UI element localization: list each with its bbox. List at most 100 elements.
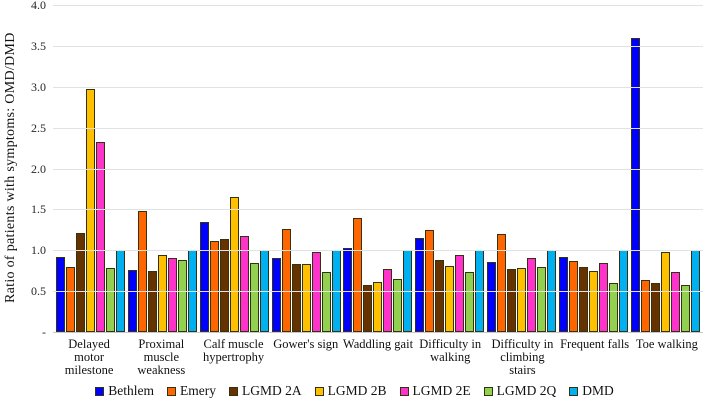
x-axis-label: Difficulty in walking xyxy=(419,337,482,364)
x-axis-labels: Delayed motor milestone Proximal muscle w… xyxy=(53,338,703,377)
bar-lgmd-2b xyxy=(588,271,598,332)
bar-lgmd-2a xyxy=(219,239,229,332)
legend-swatch-lgmd-2e xyxy=(399,386,409,396)
y-tick-label: 2.5 xyxy=(31,120,46,135)
bar-lgmd-2a xyxy=(363,285,373,332)
legend-item-lgmd-2q: LGMD 2Q xyxy=(483,383,557,399)
gridline xyxy=(53,250,703,252)
legend-label: Bethlem xyxy=(108,383,154,398)
legend-label: LGMD 2B xyxy=(327,383,387,398)
bar-bethlem xyxy=(343,248,353,332)
legend-swatch-bethlem xyxy=(95,386,105,396)
legend-item-bethlem: Bethlem xyxy=(95,383,154,399)
bar-lgmd-2e xyxy=(168,258,178,332)
bar-lgmd-2b xyxy=(373,282,383,332)
legend: Bethlem Emery LGMD 2A LGMD 2B LGMD 2E LGMD 2Q… xyxy=(0,383,709,399)
bar-group xyxy=(630,38,700,332)
bar-lgmd-2b xyxy=(445,266,455,332)
bar-lgmd-2e xyxy=(96,142,106,332)
y-axis-title: Ratio of patients with symptoms: OMD/DMD xyxy=(3,32,18,303)
bar-lgmd-2q xyxy=(680,285,690,332)
bar-lgmd-2b xyxy=(516,268,526,332)
bar-lgmd-2q xyxy=(106,268,116,332)
bar-groups xyxy=(53,5,703,332)
y-tick-label: 1.5 xyxy=(31,202,46,217)
y-tick-label: 0.5 xyxy=(31,284,46,299)
y-tick-label: 3.0 xyxy=(31,79,46,94)
legend-item-lgmd-2b: LGMD 2B xyxy=(314,383,387,399)
bar-lgmd-2e xyxy=(239,236,249,332)
bar-group xyxy=(128,211,198,332)
x-axis-label: Waddling gait xyxy=(342,337,414,351)
gridline xyxy=(53,168,703,170)
gridline xyxy=(53,5,703,6)
bar-lgmd-2e xyxy=(383,269,393,332)
bar-emery xyxy=(640,280,650,332)
bar-lgmd-2e xyxy=(598,263,608,332)
bar-bethlem xyxy=(128,270,138,332)
legend-item-lgmd-2e: LGMD 2E xyxy=(399,383,471,399)
bar-lgmd-2b xyxy=(229,197,239,332)
bar-lgmd-2b xyxy=(158,255,168,332)
bar-group xyxy=(271,229,341,332)
bar-emery xyxy=(568,261,578,332)
bar-lgmd-2b xyxy=(86,89,96,332)
bar-emery xyxy=(281,229,291,332)
legend-label: Emery xyxy=(179,383,216,398)
plot-area: 4.0 3.5 3.0 2.5 2.0 1.5 1.0 0.5 - xyxy=(31,0,703,339)
x-axis-label: Frequent falls xyxy=(560,337,630,351)
gridline xyxy=(53,291,703,293)
bar-bethlem xyxy=(558,257,568,332)
bar-lgmd-2a xyxy=(148,271,158,332)
y-tick-label: 4.0 xyxy=(31,0,46,12)
legend-label: DMD xyxy=(582,383,614,398)
legend-swatch-lgmd-2b xyxy=(314,386,324,396)
bar-lgmd-2e xyxy=(670,272,680,332)
bar-lgmd-2a xyxy=(291,264,301,332)
bar-bethlem xyxy=(486,262,496,332)
bar-emery xyxy=(353,218,363,332)
bar-lgmd-2q xyxy=(393,279,403,332)
legend-label: LGMD 2A xyxy=(241,383,302,398)
bar-lgmd-2a xyxy=(506,269,516,332)
bar-group xyxy=(199,197,269,332)
bar-bethlem xyxy=(415,238,425,332)
legend-item-emery: Emery xyxy=(166,383,216,399)
legend-item-dmd: DMD xyxy=(569,383,614,399)
legend-item-lgmd-2a: LGMD 2A xyxy=(228,383,302,399)
gridline xyxy=(53,209,703,211)
gridline xyxy=(53,45,703,47)
bar-emery xyxy=(425,230,435,332)
bar-lgmd-2e xyxy=(526,258,536,332)
bar-lgmd-2a xyxy=(578,267,588,332)
bar-group xyxy=(343,218,413,332)
bar-lgmd-2q xyxy=(608,283,618,332)
bar-bethlem xyxy=(199,222,209,332)
y-tick-label: 2.0 xyxy=(31,161,46,176)
bar-emery xyxy=(138,211,148,332)
legend-swatch-emery xyxy=(166,386,176,396)
bar-lgmd-2q xyxy=(249,263,259,332)
bar-group xyxy=(56,89,126,332)
bar-lgmd-2a xyxy=(650,283,660,332)
bar-lgmd-2q xyxy=(321,272,331,332)
bar-emery xyxy=(209,241,219,332)
y-tick-label: 1.0 xyxy=(31,243,46,258)
y-tick-label: 3.5 xyxy=(31,38,46,53)
y-tick-label: - xyxy=(42,325,46,339)
bar-lgmd-2q xyxy=(536,267,546,332)
x-axis-label: Delayed motor milestone xyxy=(64,337,114,377)
legend-label: LGMD 2Q xyxy=(496,383,557,398)
x-axis-label: Gower's sign xyxy=(273,337,339,351)
bar-emery xyxy=(496,234,506,332)
bar-lgmd-2q xyxy=(178,260,188,332)
bar-group xyxy=(415,230,485,332)
x-axis-label: Calf muscle hypertrophy xyxy=(202,337,265,364)
x-axis-label: Difficulty in climbing stairs xyxy=(491,337,554,377)
gridline xyxy=(53,127,703,129)
legend-swatch-dmd xyxy=(569,386,579,396)
legend-swatch-lgmd-2a xyxy=(228,386,238,396)
bar-bethlem xyxy=(630,38,640,332)
bar-group xyxy=(558,250,628,332)
